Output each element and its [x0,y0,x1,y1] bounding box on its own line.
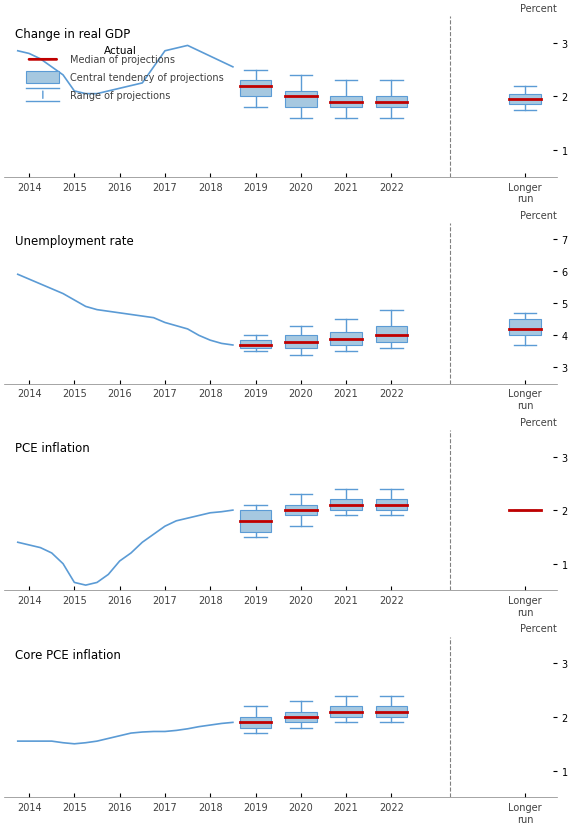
FancyBboxPatch shape [26,71,59,84]
Text: Percent: Percent [520,417,557,427]
Text: Unemployment rate: Unemployment rate [15,235,134,248]
FancyBboxPatch shape [285,92,317,108]
FancyBboxPatch shape [376,326,407,342]
FancyBboxPatch shape [240,511,271,532]
Text: Percent: Percent [520,3,557,14]
FancyBboxPatch shape [509,94,541,105]
FancyBboxPatch shape [240,717,271,728]
FancyBboxPatch shape [330,97,362,108]
FancyBboxPatch shape [285,505,317,516]
FancyBboxPatch shape [376,706,407,717]
FancyBboxPatch shape [240,341,271,349]
FancyBboxPatch shape [509,320,541,336]
Text: Change in real GDP: Change in real GDP [15,28,130,41]
FancyBboxPatch shape [240,81,271,97]
Text: PCE inflation: PCE inflation [15,441,90,455]
Text: Actual: Actual [104,46,137,55]
Text: Range of projections: Range of projections [70,90,171,100]
FancyBboxPatch shape [330,500,362,511]
FancyBboxPatch shape [285,336,317,349]
FancyBboxPatch shape [330,706,362,717]
FancyBboxPatch shape [330,333,362,345]
FancyBboxPatch shape [376,97,407,108]
FancyBboxPatch shape [285,712,317,723]
Text: Core PCE inflation: Core PCE inflation [15,648,121,661]
Text: Percent: Percent [520,210,557,220]
FancyBboxPatch shape [376,500,407,511]
Text: Percent: Percent [520,623,557,633]
Text: Median of projections: Median of projections [70,55,176,65]
Text: Central tendency of projections: Central tendency of projections [70,73,224,83]
